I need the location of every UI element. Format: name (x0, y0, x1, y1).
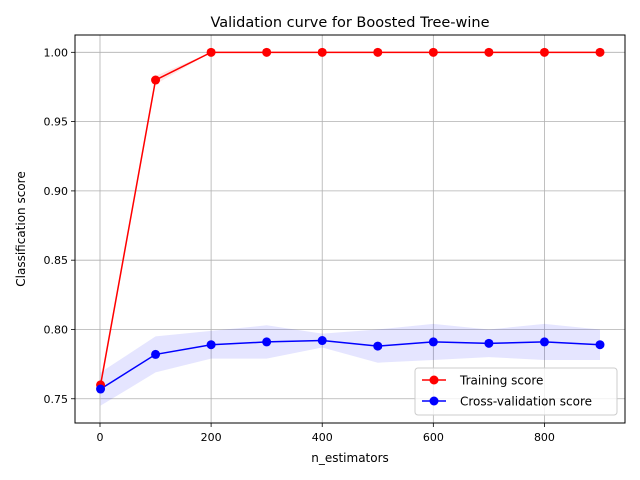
x-tick-label: 200 (201, 431, 222, 444)
x-tick-label: 800 (534, 431, 555, 444)
y-axis-ticks: 0.75 0.80 0.85 0.90 0.95 1.00 (44, 46, 75, 406)
training-score-point (317, 47, 327, 57)
y-axis-label: Classification score (14, 171, 28, 286)
cross-validation-score-point (151, 349, 161, 359)
x-tick-label: 0 (97, 431, 104, 444)
legend-swatch-cv-marker (429, 396, 439, 406)
y-tick-label: 0.95 (44, 116, 69, 129)
cross-validation-score-point (373, 341, 383, 351)
training-score-point (484, 47, 494, 57)
legend-label-cv: Cross-validation score (460, 395, 592, 409)
cross-validation-score-point (484, 338, 494, 348)
legend-swatch-training-marker (429, 375, 439, 385)
cross-validation-score-point (262, 337, 272, 347)
x-tick-label: 400 (312, 431, 333, 444)
training-score-point (206, 47, 216, 57)
cross-validation-score-point (96, 384, 106, 394)
training-score-point (539, 47, 549, 57)
cross-validation-score-line (100, 339, 601, 390)
plot-area-frame (74, 34, 626, 424)
training-score-point (151, 75, 161, 85)
chart-title: Validation curve for Boosted Tree-wine (210, 15, 489, 31)
y-tick-label: 0.85 (44, 254, 69, 267)
legend-frame (414, 367, 618, 416)
x-axis-ticks: 0 200 400 600 800 (97, 423, 555, 444)
x-axis-label: n_estimators (311, 451, 389, 465)
cross-validation-score-point (428, 337, 438, 347)
training-score-point (428, 47, 438, 57)
training-score-point (373, 47, 383, 57)
training-score-line (99, 51, 600, 386)
cross-validation-score-point (539, 337, 549, 347)
cross-validation-score-point (317, 336, 327, 346)
y-tick-label: 0.80 (44, 323, 69, 336)
y-tick-label: 0.75 (44, 393, 69, 406)
cross-validation-score-point (595, 340, 605, 350)
training-score-point (262, 47, 272, 57)
training-score-point (595, 47, 605, 57)
x-tick-label: 600 (423, 431, 444, 444)
y-tick-label: 1.00 (44, 46, 69, 59)
legend: Training score Cross-validation score (414, 367, 618, 416)
y-tick-label: 0.90 (44, 185, 69, 198)
series-lines (99, 51, 601, 390)
cross-validation-score-point (206, 340, 216, 350)
legend-label-training: Training score (459, 374, 543, 388)
series-markers (96, 47, 605, 394)
